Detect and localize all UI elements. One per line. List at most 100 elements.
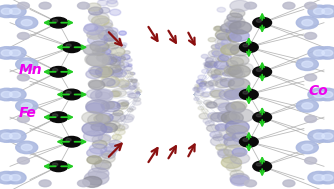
Circle shape [305, 116, 317, 122]
Circle shape [211, 113, 227, 122]
Circle shape [213, 135, 224, 141]
Circle shape [213, 99, 229, 108]
Circle shape [86, 70, 102, 79]
Circle shape [101, 101, 115, 109]
Circle shape [205, 58, 213, 63]
Circle shape [134, 86, 137, 88]
Circle shape [225, 34, 235, 40]
Circle shape [94, 18, 113, 29]
Circle shape [225, 120, 249, 134]
Circle shape [102, 58, 120, 68]
Circle shape [221, 40, 231, 45]
Circle shape [104, 121, 120, 130]
Circle shape [96, 89, 113, 99]
Circle shape [17, 33, 29, 39]
Circle shape [96, 67, 114, 77]
Circle shape [118, 81, 131, 88]
Circle shape [17, 116, 29, 122]
Circle shape [196, 79, 204, 84]
Circle shape [195, 84, 203, 88]
Circle shape [98, 30, 118, 41]
Circle shape [215, 43, 226, 49]
Circle shape [21, 144, 32, 150]
Text: Fe: Fe [18, 106, 36, 120]
Circle shape [308, 130, 330, 142]
Circle shape [21, 103, 32, 109]
Circle shape [302, 144, 313, 150]
Circle shape [205, 61, 217, 68]
Circle shape [93, 140, 107, 149]
Circle shape [204, 64, 212, 69]
Circle shape [130, 72, 135, 75]
Circle shape [230, 55, 249, 66]
Circle shape [127, 76, 133, 80]
Circle shape [9, 8, 21, 15]
Circle shape [137, 91, 139, 93]
Circle shape [106, 59, 113, 63]
Circle shape [132, 82, 139, 86]
Circle shape [239, 136, 258, 147]
Circle shape [96, 113, 113, 123]
Circle shape [98, 0, 108, 6]
Circle shape [229, 109, 254, 122]
Circle shape [296, 58, 318, 70]
Circle shape [122, 43, 127, 46]
Circle shape [226, 61, 238, 67]
Circle shape [201, 54, 208, 58]
Circle shape [308, 47, 330, 59]
Circle shape [256, 68, 262, 71]
Circle shape [225, 114, 240, 122]
Circle shape [215, 37, 231, 46]
Circle shape [214, 61, 228, 69]
Circle shape [316, 47, 334, 59]
Circle shape [243, 91, 248, 94]
Circle shape [1, 175, 12, 181]
Circle shape [210, 62, 217, 66]
Circle shape [302, 20, 313, 26]
Circle shape [121, 55, 130, 60]
Circle shape [112, 88, 126, 97]
Circle shape [308, 171, 330, 184]
Circle shape [84, 131, 103, 142]
Circle shape [85, 24, 98, 31]
Circle shape [89, 67, 102, 74]
Circle shape [113, 110, 123, 116]
Circle shape [111, 76, 118, 80]
Circle shape [99, 7, 110, 13]
Circle shape [110, 9, 121, 15]
Circle shape [62, 42, 81, 53]
Circle shape [4, 47, 26, 59]
Circle shape [213, 65, 218, 68]
Circle shape [101, 76, 120, 87]
Circle shape [82, 112, 103, 124]
Circle shape [117, 100, 129, 107]
Circle shape [0, 47, 18, 59]
Circle shape [211, 90, 226, 98]
Circle shape [218, 103, 236, 113]
Circle shape [114, 38, 121, 42]
Circle shape [210, 75, 216, 79]
Circle shape [209, 90, 221, 97]
Circle shape [208, 69, 223, 77]
Circle shape [205, 63, 213, 67]
Circle shape [197, 80, 203, 84]
Circle shape [220, 78, 234, 87]
Circle shape [124, 66, 132, 71]
Circle shape [256, 114, 262, 117]
Circle shape [201, 109, 208, 113]
Circle shape [283, 2, 295, 9]
Circle shape [21, 20, 32, 26]
Circle shape [129, 93, 138, 98]
Circle shape [102, 57, 117, 65]
Circle shape [202, 85, 207, 88]
Circle shape [108, 54, 117, 59]
Circle shape [213, 77, 231, 88]
Circle shape [94, 115, 109, 123]
Circle shape [203, 119, 212, 123]
Circle shape [4, 130, 26, 142]
Circle shape [216, 124, 229, 131]
Circle shape [84, 24, 103, 35]
Circle shape [213, 75, 221, 80]
Circle shape [109, 65, 121, 73]
Circle shape [205, 63, 212, 66]
